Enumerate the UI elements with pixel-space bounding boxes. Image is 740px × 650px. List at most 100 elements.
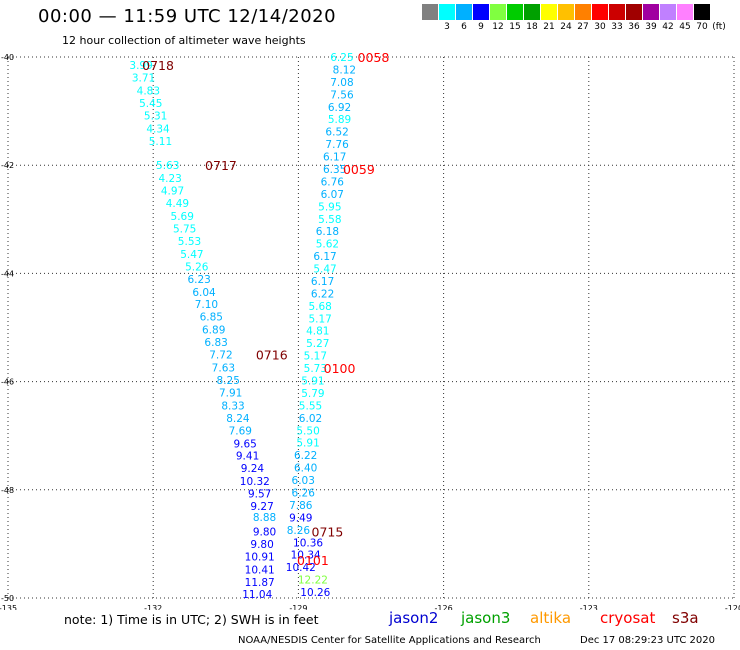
- wave-height-label: 5.73: [304, 363, 327, 375]
- legend-item-cryosat: cryosat: [600, 609, 656, 627]
- x-tick-label: -132: [144, 604, 162, 610]
- x-tick-label: -120: [725, 604, 740, 610]
- chart-title: 00:00 — 11:59 UTC 12/14/2020: [38, 6, 337, 27]
- colorbar-swatch: [660, 4, 676, 20]
- colorbar-swatch: [524, 4, 540, 20]
- plot-area: -135 -132 -129 -126 -123 -120 -40 -42 -44 -46 -48 -…: [0, 50, 740, 610]
- wave-height-label: 5.17: [304, 351, 327, 363]
- wave-height-label: 11.87: [245, 577, 275, 589]
- wave-height-label: 5.47: [180, 249, 203, 261]
- x-tick-label: -129: [289, 604, 307, 610]
- colorbar-label: 9: [478, 22, 484, 32]
- chart-subtitle: 12 hour collection of altimeter wave hei…: [62, 34, 306, 47]
- colorbar-swatch: [422, 4, 438, 20]
- credit-text: NOAA/NESDIS Center for Satellite Applica…: [238, 635, 541, 646]
- wave-height-label: 6.02: [299, 413, 322, 425]
- pass-time-label: 0101: [297, 553, 329, 568]
- wave-height-label: 5.68: [308, 301, 331, 313]
- colorbar-swatch: [439, 4, 455, 20]
- wave-height-label: 4.81: [306, 326, 329, 338]
- wave-height-label: 7.08: [330, 77, 353, 89]
- wave-height-label: 9.57: [248, 489, 271, 501]
- y-tick-label: -50: [1, 594, 14, 603]
- wave-height-label: 9.49: [289, 512, 312, 524]
- wave-height-label: 8.88: [253, 512, 276, 524]
- wave-height-label: 7.56: [330, 89, 354, 101]
- wave-height-label: 5.31: [144, 110, 167, 122]
- legend-item-jason3: jason3: [461, 609, 511, 627]
- colorbar-swatch: [575, 4, 591, 20]
- legend-item-jason2: jason2: [389, 609, 439, 627]
- x-tick-label: -135: [0, 604, 17, 610]
- wave-height-label: 5.26: [185, 261, 209, 273]
- x-tick-label: -123: [580, 604, 598, 610]
- wave-height-label: 6.85: [200, 312, 223, 324]
- wave-height-label: 8.33: [221, 400, 244, 412]
- wave-height-label: 10.32: [240, 476, 270, 488]
- colorbar-label: 70: [696, 22, 708, 32]
- pass-time-label: 0717: [205, 158, 237, 173]
- wave-height-label: 6.18: [316, 226, 339, 238]
- colorbar-label: 30: [594, 22, 606, 32]
- colorbar-label: 27: [577, 22, 589, 32]
- wave-height-label: 10.42: [286, 562, 316, 574]
- wave-height-label: 4.49: [166, 198, 189, 210]
- colorbar-label: 12: [492, 22, 504, 32]
- wave-height-label: 6.40: [294, 463, 317, 475]
- wave-height-label: 7.76: [325, 139, 349, 151]
- y-tick-label: -42: [1, 161, 14, 170]
- colorbar-label: 39: [645, 22, 657, 32]
- wave-height-label: 5.45: [139, 98, 162, 110]
- note-text: note: 1) Time is in UTC; 2) SWH is in fe…: [64, 612, 319, 627]
- wave-height-label: 3.99: [129, 60, 152, 72]
- colorbar-swatch: [609, 4, 625, 20]
- wave-height-label: 5.17: [308, 313, 331, 325]
- wave-height-label: 6.03: [292, 475, 315, 487]
- legend-item-s3a: s3a: [672, 609, 699, 627]
- wave-height-label: 10.36: [293, 537, 323, 549]
- wave-height-label: 4.23: [158, 173, 181, 185]
- wave-height-label: 6.17: [323, 152, 346, 164]
- colorbar-swatch: [473, 4, 489, 20]
- colorbar-labels: 3 6 9 12 15 18 21 24 27 30 33 36 39 42 45 70 (ft): [422, 22, 740, 34]
- wave-height-label: 4.97: [161, 186, 184, 198]
- colorbar-swatch: [507, 4, 523, 20]
- wave-height-label: 7.10: [195, 299, 218, 311]
- wave-height-label: 11.04: [242, 589, 272, 601]
- wave-height-label: 5.11: [149, 136, 172, 148]
- pass-time-label: 0100: [324, 361, 356, 376]
- wave-height-label: 10.34: [291, 550, 321, 562]
- colorbar-label: 36: [628, 22, 640, 32]
- colorbar-label: 6: [461, 22, 467, 32]
- colorbar-swatch: [626, 4, 642, 20]
- wave-height-label: 6.22: [294, 450, 317, 462]
- wave-height-label: 10.26: [300, 587, 330, 599]
- colorbar-label: 33: [611, 22, 623, 32]
- wave-height-label: 4.34: [146, 123, 170, 135]
- wave-height-label: 5.47: [313, 264, 336, 276]
- wave-height-label: 6.26: [292, 488, 316, 500]
- colorbar-swatch: [592, 4, 608, 20]
- wave-height-label: 5.53: [178, 236, 201, 248]
- colorbar: [422, 4, 711, 20]
- wave-height-label: 8.12: [333, 64, 356, 76]
- wave-height-label: 7.63: [212, 363, 235, 375]
- pass-time-label: 0715: [312, 524, 344, 539]
- colorbar-swatch: [677, 4, 693, 20]
- wave-height-label: 6.52: [325, 127, 348, 139]
- wave-height-label: 6.22: [311, 288, 334, 300]
- y-tick-label: -40: [1, 53, 14, 62]
- colorbar-swatch: [643, 4, 659, 20]
- wave-height-label: 7.91: [219, 387, 242, 399]
- wave-height-label: 5.91: [301, 376, 324, 388]
- legend-item-altika: altika: [530, 609, 572, 627]
- wave-height-label: 5.27: [306, 338, 329, 350]
- wave-height-label: 6.25: [330, 52, 353, 64]
- wave-height-label: 8.26: [287, 525, 311, 537]
- wave-height-label: 6.04: [192, 287, 216, 299]
- wave-height-label: 7.69: [229, 425, 252, 437]
- timestamp-text: Dec 17 08:29:23 UTC 2020: [580, 635, 715, 646]
- wave-height-label: 9.80: [250, 539, 273, 551]
- wave-height-label: 5.63: [156, 160, 179, 172]
- wave-height-label: 7.72: [209, 350, 232, 362]
